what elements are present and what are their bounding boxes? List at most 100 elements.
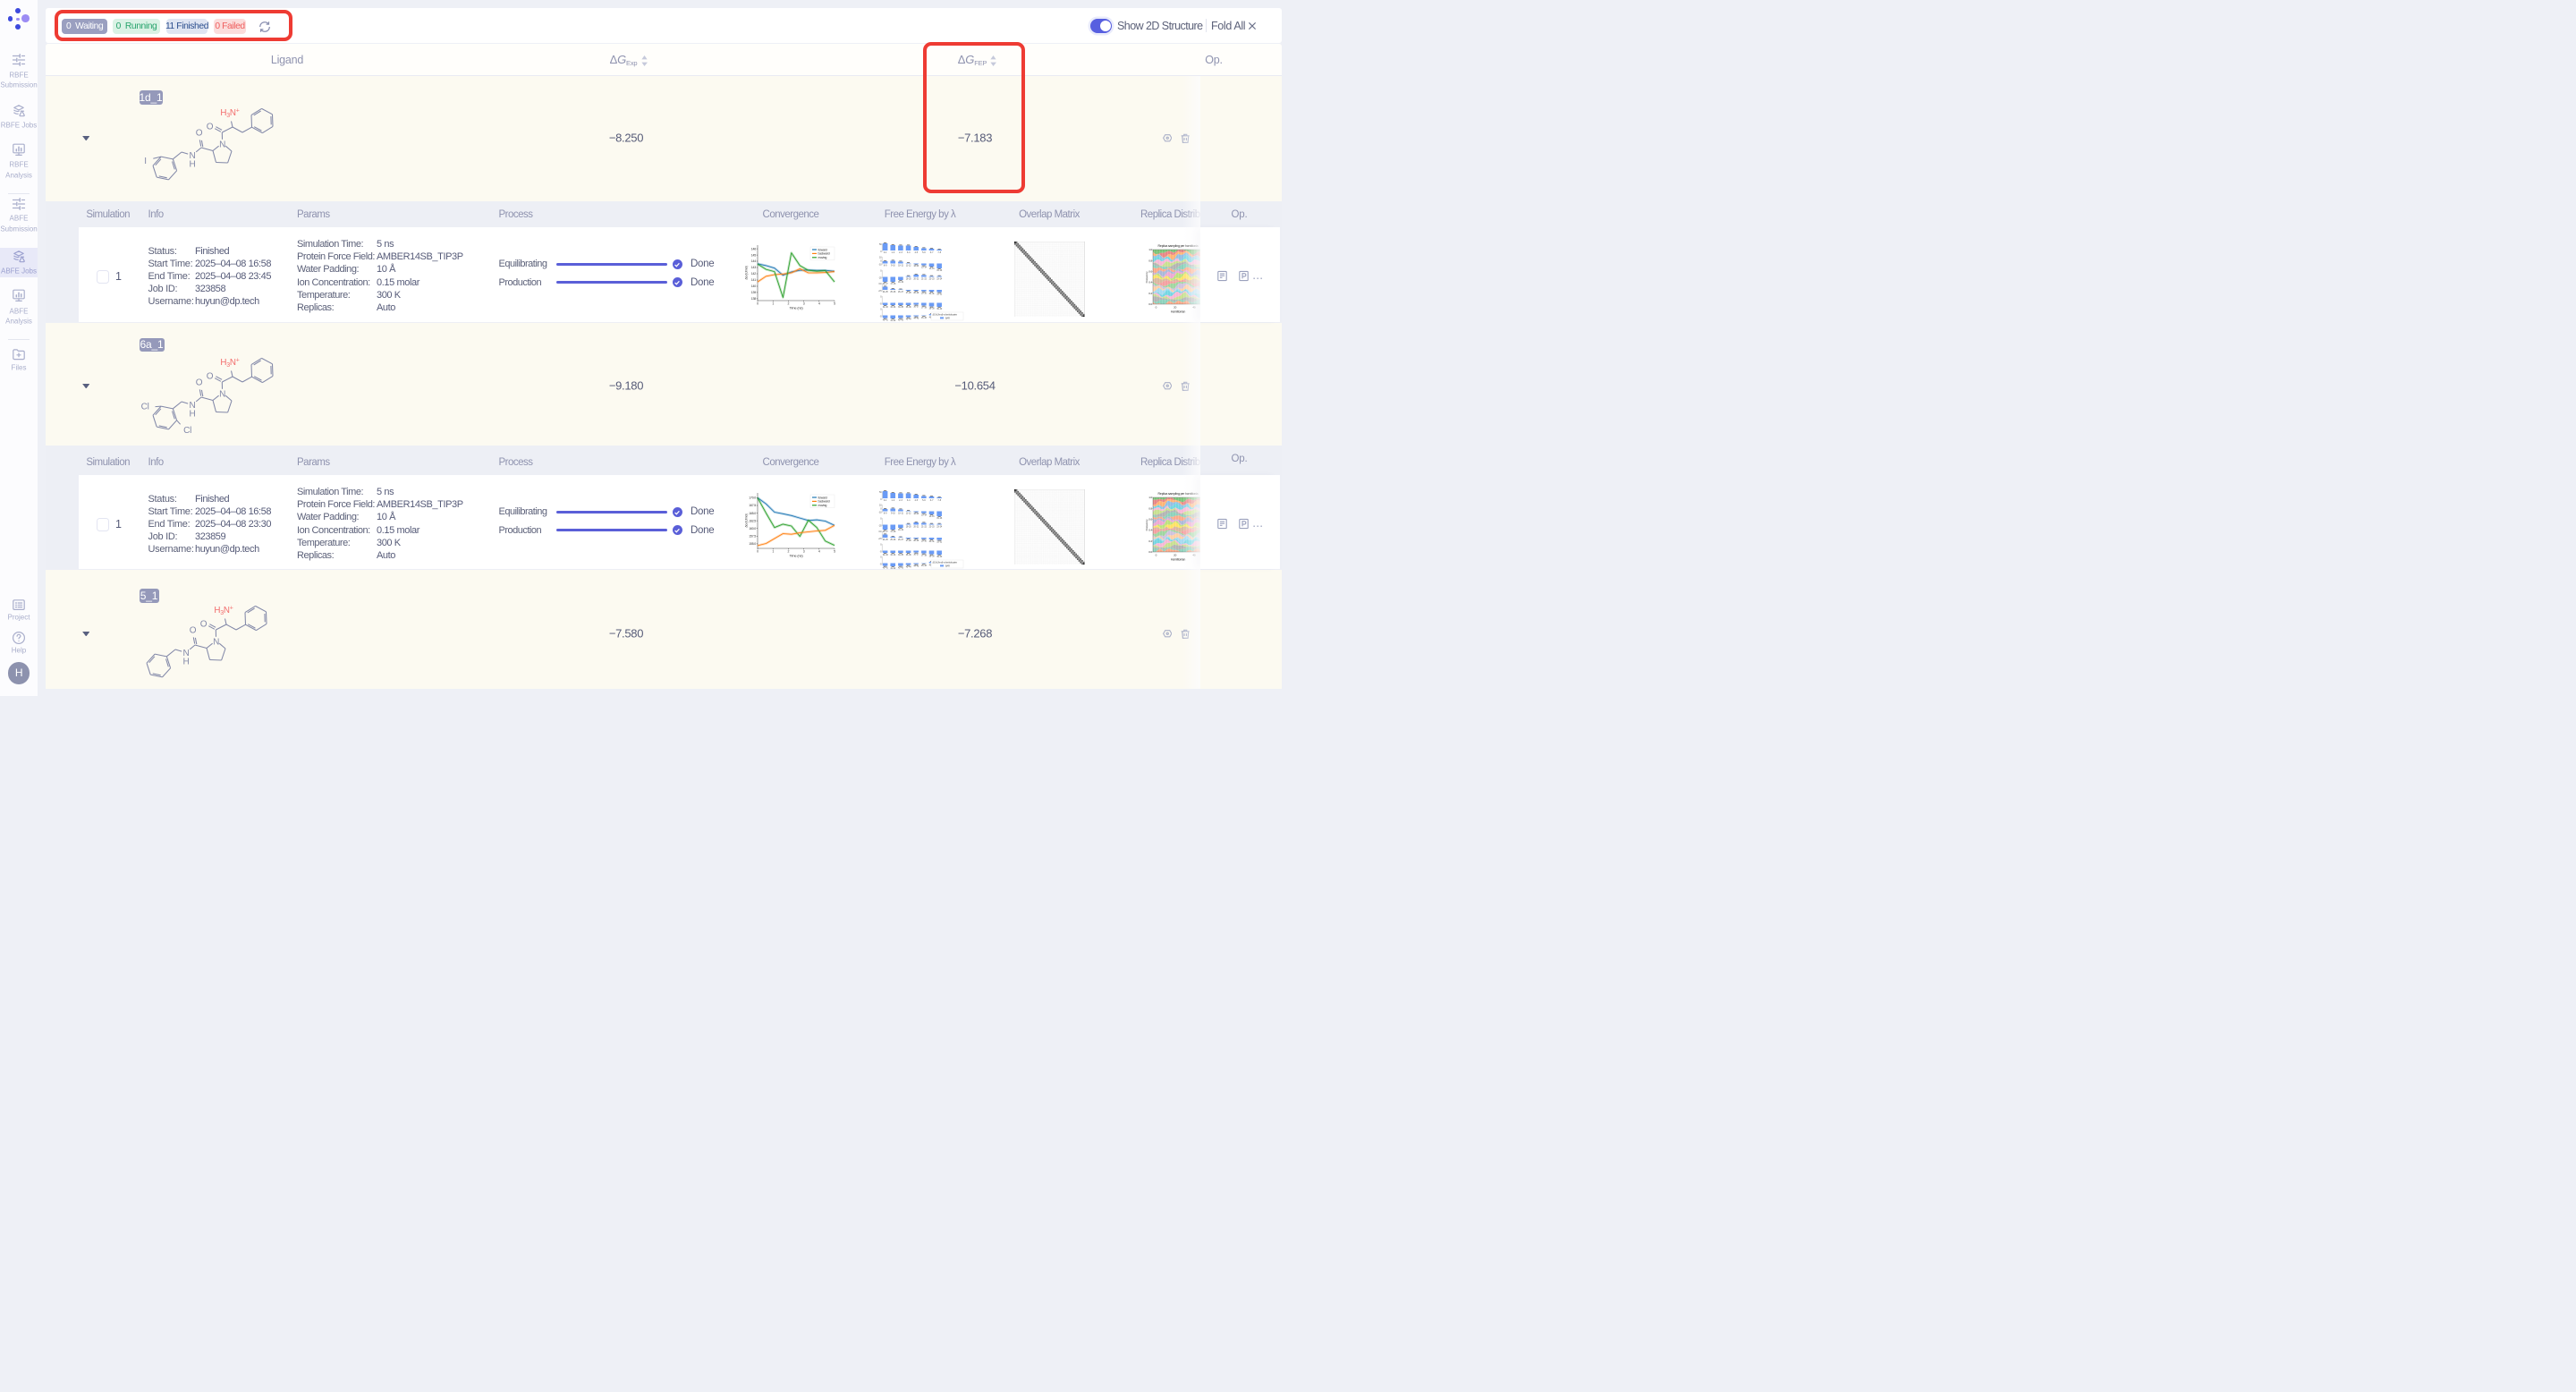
svg-text:37−38: 37−38: [920, 306, 927, 309]
svg-text:35−36: 35−36: [905, 553, 911, 556]
svg-text:Cl: Cl: [141, 402, 149, 412]
svg-text:N: N: [182, 649, 189, 658]
svg-text:32−33: 32−33: [882, 553, 888, 556]
svg-text:42−43: 42−43: [898, 318, 904, 321]
svg-text:-20: -20: [878, 524, 882, 527]
svg-text:O: O: [195, 129, 202, 139]
svg-text:1: 1: [772, 549, 774, 553]
svg-text:43−44: 43−44: [905, 318, 911, 320]
svg-text:0.2: 0.2: [1148, 539, 1152, 543]
svg-text:Hamiltonian: Hamiltonian: [1170, 558, 1185, 562]
svg-text:O: O: [207, 371, 214, 381]
svg-text:0.6: 0.6: [1148, 270, 1152, 274]
svg-text:143: 143: [751, 266, 756, 269]
svg-text:157.5: 157.5: [749, 534, 756, 538]
svg-text:43−44: 43−44: [905, 565, 911, 568]
svg-text:0.2: 0.2: [1148, 292, 1152, 295]
svg-text:139: 139: [751, 291, 756, 294]
svg-text:14−15: 14−15: [928, 267, 935, 269]
svg-text:-20: -20: [878, 276, 882, 279]
svg-text:5: 5: [834, 549, 835, 553]
svg-text:160.0: 160.0: [749, 526, 756, 530]
svg-text:3: 3: [803, 301, 805, 305]
svg-text:-2.5: -2.5: [877, 290, 881, 293]
svg-text:forward: forward: [818, 248, 827, 251]
svg-text:1: 1: [772, 301, 774, 305]
svg-text:0.0: 0.0: [878, 283, 882, 285]
svg-text:2: 2: [788, 549, 790, 553]
svg-text:10: 10: [879, 256, 882, 259]
svg-text:45−46: 45−46: [920, 564, 927, 566]
svg-text:Time (ns): Time (ns): [790, 553, 804, 557]
svg-text:5−6: 5−6: [922, 251, 926, 254]
svg-text:1−2: 1−2: [891, 499, 894, 502]
svg-text:155.0: 155.0: [749, 542, 756, 546]
svg-text:40−41: 40−41: [882, 566, 888, 569]
svg-text:20−21: 20−21: [913, 525, 919, 528]
svg-text:28−29: 28−29: [913, 539, 919, 541]
svg-text:16−17: 16−17: [882, 530, 888, 532]
svg-text:Replica sampling per hamiltoni: Replica sampling per hamiltonia: [1157, 244, 1198, 248]
svg-text:18−19: 18−19: [898, 280, 904, 283]
svg-text:2−3: 2−3: [899, 499, 902, 502]
svg-text:H3N+: H3N+: [220, 108, 239, 120]
svg-text:29−30: 29−30: [920, 292, 927, 294]
svg-text:30−31: 30−31: [928, 292, 935, 294]
svg-text:20: 20: [1174, 554, 1177, 557]
svg-text:20: 20: [1174, 306, 1177, 310]
svg-text:17−18: 17−18: [890, 282, 896, 284]
svg-text:3−4: 3−4: [906, 499, 910, 502]
svg-text:142: 142: [751, 272, 756, 276]
svg-text:45−46: 45−46: [920, 316, 927, 318]
svg-text:N: N: [219, 389, 225, 399]
svg-text:N: N: [213, 637, 219, 647]
svg-text:23−24: 23−24: [936, 277, 943, 280]
svg-text:31−32: 31−32: [936, 293, 943, 295]
svg-text:24−25: 24−25: [882, 291, 888, 293]
svg-text:1.0: 1.0: [1148, 496, 1152, 499]
svg-text:Frequency: Frequency: [1145, 271, 1148, 283]
svg-text:23−24: 23−24: [936, 525, 943, 528]
svg-text:38−39: 38−39: [928, 555, 935, 557]
svg-text:40−41: 40−41: [882, 318, 888, 321]
svg-text:31−32: 31−32: [936, 540, 943, 543]
svg-text:1−2: 1−2: [891, 251, 894, 254]
svg-text:moving: moving: [818, 504, 827, 507]
svg-text:ΔG (kJ/mol) vs lambda pairs: ΔG (kJ/mol) vs lambda pairs: [932, 312, 957, 316]
svg-text:0: 0: [757, 301, 758, 305]
svg-text:4−5: 4−5: [914, 251, 918, 254]
svg-text:11−12: 11−12: [905, 264, 911, 267]
svg-text:50: 50: [879, 491, 882, 494]
svg-text:0.0: 0.0: [1148, 302, 1152, 306]
svg-text:28−29: 28−29: [913, 291, 919, 293]
svg-text:0.4: 0.4: [1148, 529, 1152, 532]
svg-text:170.0: 170.0: [749, 496, 756, 499]
svg-text:22−23: 22−23: [928, 277, 935, 280]
svg-text:17−18: 17−18: [890, 530, 896, 532]
svg-text:26−27: 26−27: [898, 291, 904, 293]
svg-text:140: 140: [751, 284, 756, 288]
svg-text:0: 0: [880, 269, 882, 272]
svg-text:4: 4: [818, 301, 820, 305]
svg-text:19−20: 19−20: [905, 525, 911, 528]
svg-text:-2.5: -2.5: [877, 538, 881, 540]
svg-text:O: O: [206, 123, 213, 132]
svg-text:0: 0: [880, 556, 882, 558]
svg-text:8−9: 8−9: [883, 512, 886, 514]
svg-text:0: 0: [880, 259, 882, 262]
svg-text:7−8: 7−8: [937, 499, 941, 502]
svg-text:0: 0: [880, 543, 882, 546]
svg-text:4−5: 4−5: [914, 499, 918, 502]
svg-text:9−10: 9−10: [890, 264, 894, 267]
svg-text:13−14: 13−14: [920, 514, 927, 516]
svg-text:5: 5: [834, 301, 835, 305]
svg-text:39−40: 39−40: [936, 307, 943, 310]
svg-text:29−30: 29−30: [920, 539, 927, 542]
svg-text:41−42: 41−42: [890, 318, 896, 321]
svg-text:3: 3: [803, 549, 805, 553]
svg-text:0: 0: [880, 498, 882, 501]
svg-text:37−38: 37−38: [920, 554, 927, 556]
svg-text:ΔG (kJ/mol): ΔG (kJ/mol): [745, 266, 749, 279]
svg-text:0.8: 0.8: [1148, 259, 1152, 262]
svg-text:15−16: 15−16: [936, 516, 943, 519]
